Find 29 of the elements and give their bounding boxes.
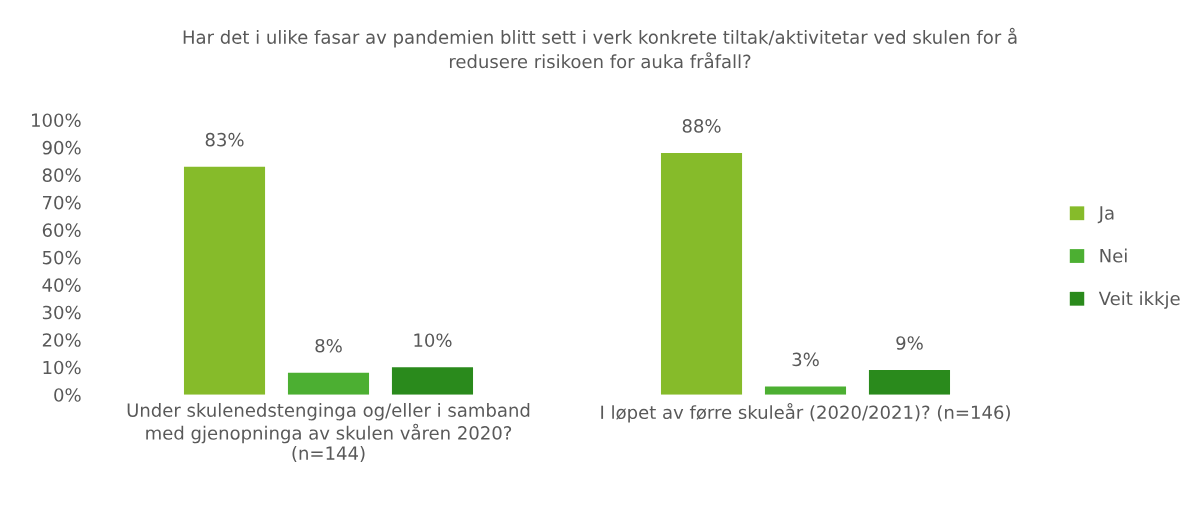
data-label: 9% (896, 336, 923, 350)
legend-label: Veit ikkje (1098, 291, 1180, 309)
y-tick-label: 20% (42, 333, 81, 347)
bar (287, 372, 370, 395)
data-label: 3% (792, 352, 819, 367)
y-tick-label: 100% (32, 113, 81, 128)
y-tick-label: 40% (42, 278, 81, 292)
y-tick-label: 0% (54, 388, 81, 402)
bar (764, 386, 847, 395)
bar (868, 369, 951, 395)
legend-label: Ja (1097, 206, 1114, 224)
x-tick-label: I løpet av førre skuleår (2020/2021)? (n=146) (601, 403, 1010, 423)
y-tick-label: 60% (42, 223, 81, 237)
bar (391, 367, 474, 395)
bar (183, 166, 266, 395)
chart-title: Har det i ulike fasar av pandemien blitt sett i verk konkrete tiltak/aktivitetar ved skulen for å redusere risikoen for auka fråfall? (183, 27, 1017, 69)
y-tick-label: 10% (43, 360, 81, 375)
data-label: 10% (414, 333, 452, 348)
y-tick-label: 50% (42, 250, 81, 265)
y-tick-label: 30% (42, 305, 81, 320)
legend-label: Nei (1100, 248, 1127, 263)
y-tick-label: 70% (43, 195, 81, 210)
data-label: 88% (682, 119, 721, 133)
y-tick-label: 90% (42, 140, 81, 155)
y-tick-label: 80% (42, 168, 81, 182)
data-label: 8% (315, 338, 342, 353)
x-tick-label: Under skulenedstenginga og/eller i samband med gjenopninga av skulen våren 2020? (n=144) (127, 403, 530, 463)
data-label: 83% (205, 132, 244, 147)
bar (660, 152, 743, 395)
